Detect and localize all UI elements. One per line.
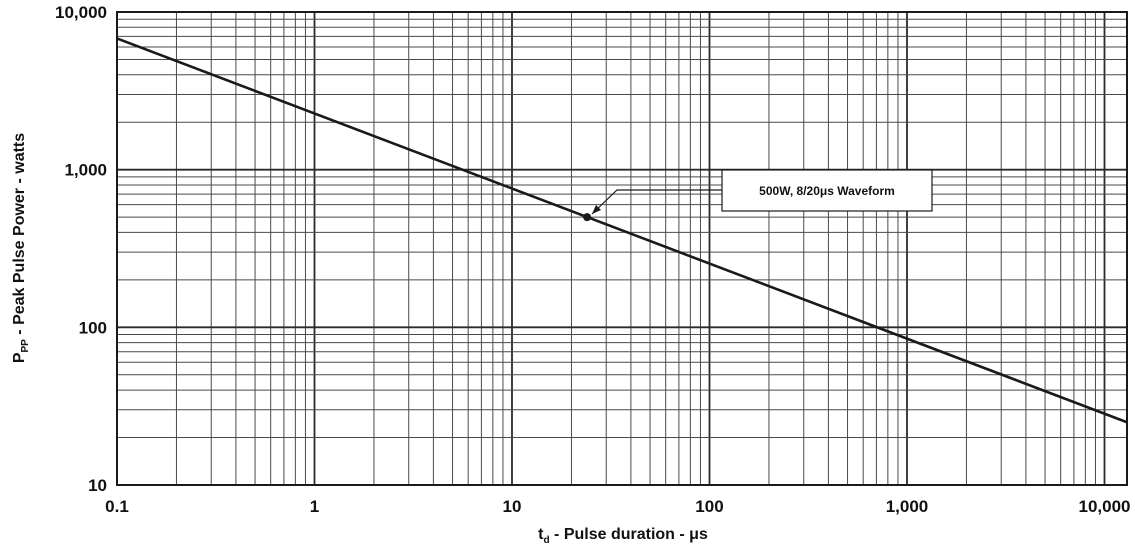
x-tick-label: 0.1 xyxy=(105,497,129,516)
annotation-box xyxy=(721,169,933,212)
annotation-leader-line xyxy=(591,189,722,215)
plot-background xyxy=(117,12,1127,485)
plot-frame xyxy=(116,11,1128,486)
series-line xyxy=(116,37,1128,424)
x-tick-labels: 0.1 1 10 100 1,000 10,000 xyxy=(105,497,1130,516)
annotation: 500W, 8/20μs Waveform xyxy=(591,169,933,215)
series-layer xyxy=(116,37,1128,424)
y-axis-title: PPP - Peak Pulse Power - watts xyxy=(11,133,31,363)
y-tick-label: 10 xyxy=(88,476,107,495)
data-point-marker xyxy=(583,213,592,222)
x-tick-label: 1 xyxy=(310,497,319,516)
x-tick-label: 100 xyxy=(695,497,723,516)
annotation-text: 500W, 8/20μs Waveform xyxy=(759,184,895,198)
y-tick-label: 100 xyxy=(79,318,107,337)
x-tick-label: 1,000 xyxy=(886,497,929,516)
y-tick-label: 1,000 xyxy=(64,161,107,180)
y-tick-label: 10,000 xyxy=(55,3,107,22)
x-tick-label: 10,000 xyxy=(1078,497,1130,516)
annotation-arrowhead xyxy=(592,205,601,214)
y-tick-labels: 10 100 1,000 10,000 xyxy=(55,3,107,495)
x-axis-title: td - Pulse duration - μs xyxy=(538,526,708,546)
x-tick-label: 10 xyxy=(503,497,522,516)
